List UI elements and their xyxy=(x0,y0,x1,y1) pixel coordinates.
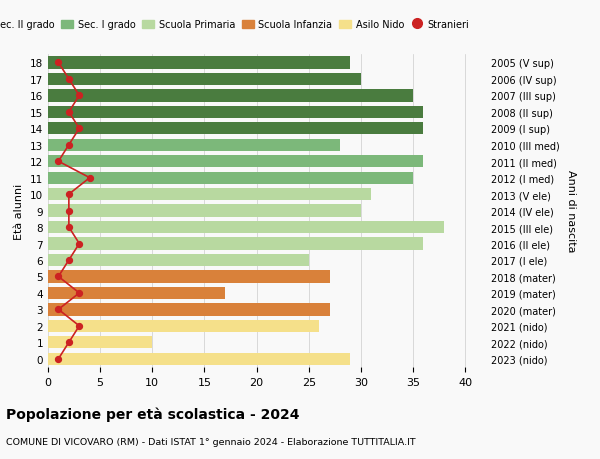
Bar xyxy=(48,238,424,250)
Text: COMUNE DI VICOVARO (RM) - Dati ISTAT 1° gennaio 2024 - Elaborazione TUTTITALIA.I: COMUNE DI VICOVARO (RM) - Dati ISTAT 1° … xyxy=(6,437,416,446)
Point xyxy=(53,60,63,67)
Bar xyxy=(48,189,371,201)
Bar xyxy=(48,303,329,316)
Y-axis label: Età alunni: Età alunni xyxy=(14,183,25,239)
Bar xyxy=(48,205,361,217)
Bar xyxy=(48,139,340,151)
Point xyxy=(53,273,63,280)
Point xyxy=(64,109,74,116)
Point xyxy=(64,224,74,231)
Bar xyxy=(48,221,444,234)
Bar xyxy=(48,353,350,365)
Bar xyxy=(48,106,424,119)
Bar xyxy=(48,172,413,185)
Bar xyxy=(48,57,350,69)
Point xyxy=(64,339,74,346)
Point xyxy=(74,290,84,297)
Bar xyxy=(48,123,424,135)
Point xyxy=(74,125,84,133)
Point xyxy=(53,158,63,166)
Bar xyxy=(48,73,361,86)
Legend: Sec. II grado, Sec. I grado, Scuola Primaria, Scuola Infanzia, Asilo Nido, Stran: Sec. II grado, Sec. I grado, Scuola Prim… xyxy=(0,16,473,34)
Point xyxy=(53,355,63,363)
Point xyxy=(53,306,63,313)
Point xyxy=(64,207,74,215)
Y-axis label: Anni di nascita: Anni di nascita xyxy=(566,170,576,252)
Point xyxy=(64,142,74,149)
Bar xyxy=(48,320,319,332)
Bar xyxy=(48,271,329,283)
Bar xyxy=(48,90,413,102)
Text: Popolazione per età scolastica - 2024: Popolazione per età scolastica - 2024 xyxy=(6,406,299,421)
Point xyxy=(85,174,95,182)
Point xyxy=(74,92,84,100)
Bar xyxy=(48,287,225,299)
Point xyxy=(64,76,74,84)
Point xyxy=(64,257,74,264)
Bar xyxy=(48,156,424,168)
Point xyxy=(74,241,84,248)
Bar xyxy=(48,336,152,349)
Bar xyxy=(48,254,309,267)
Point xyxy=(64,191,74,198)
Point xyxy=(74,323,84,330)
